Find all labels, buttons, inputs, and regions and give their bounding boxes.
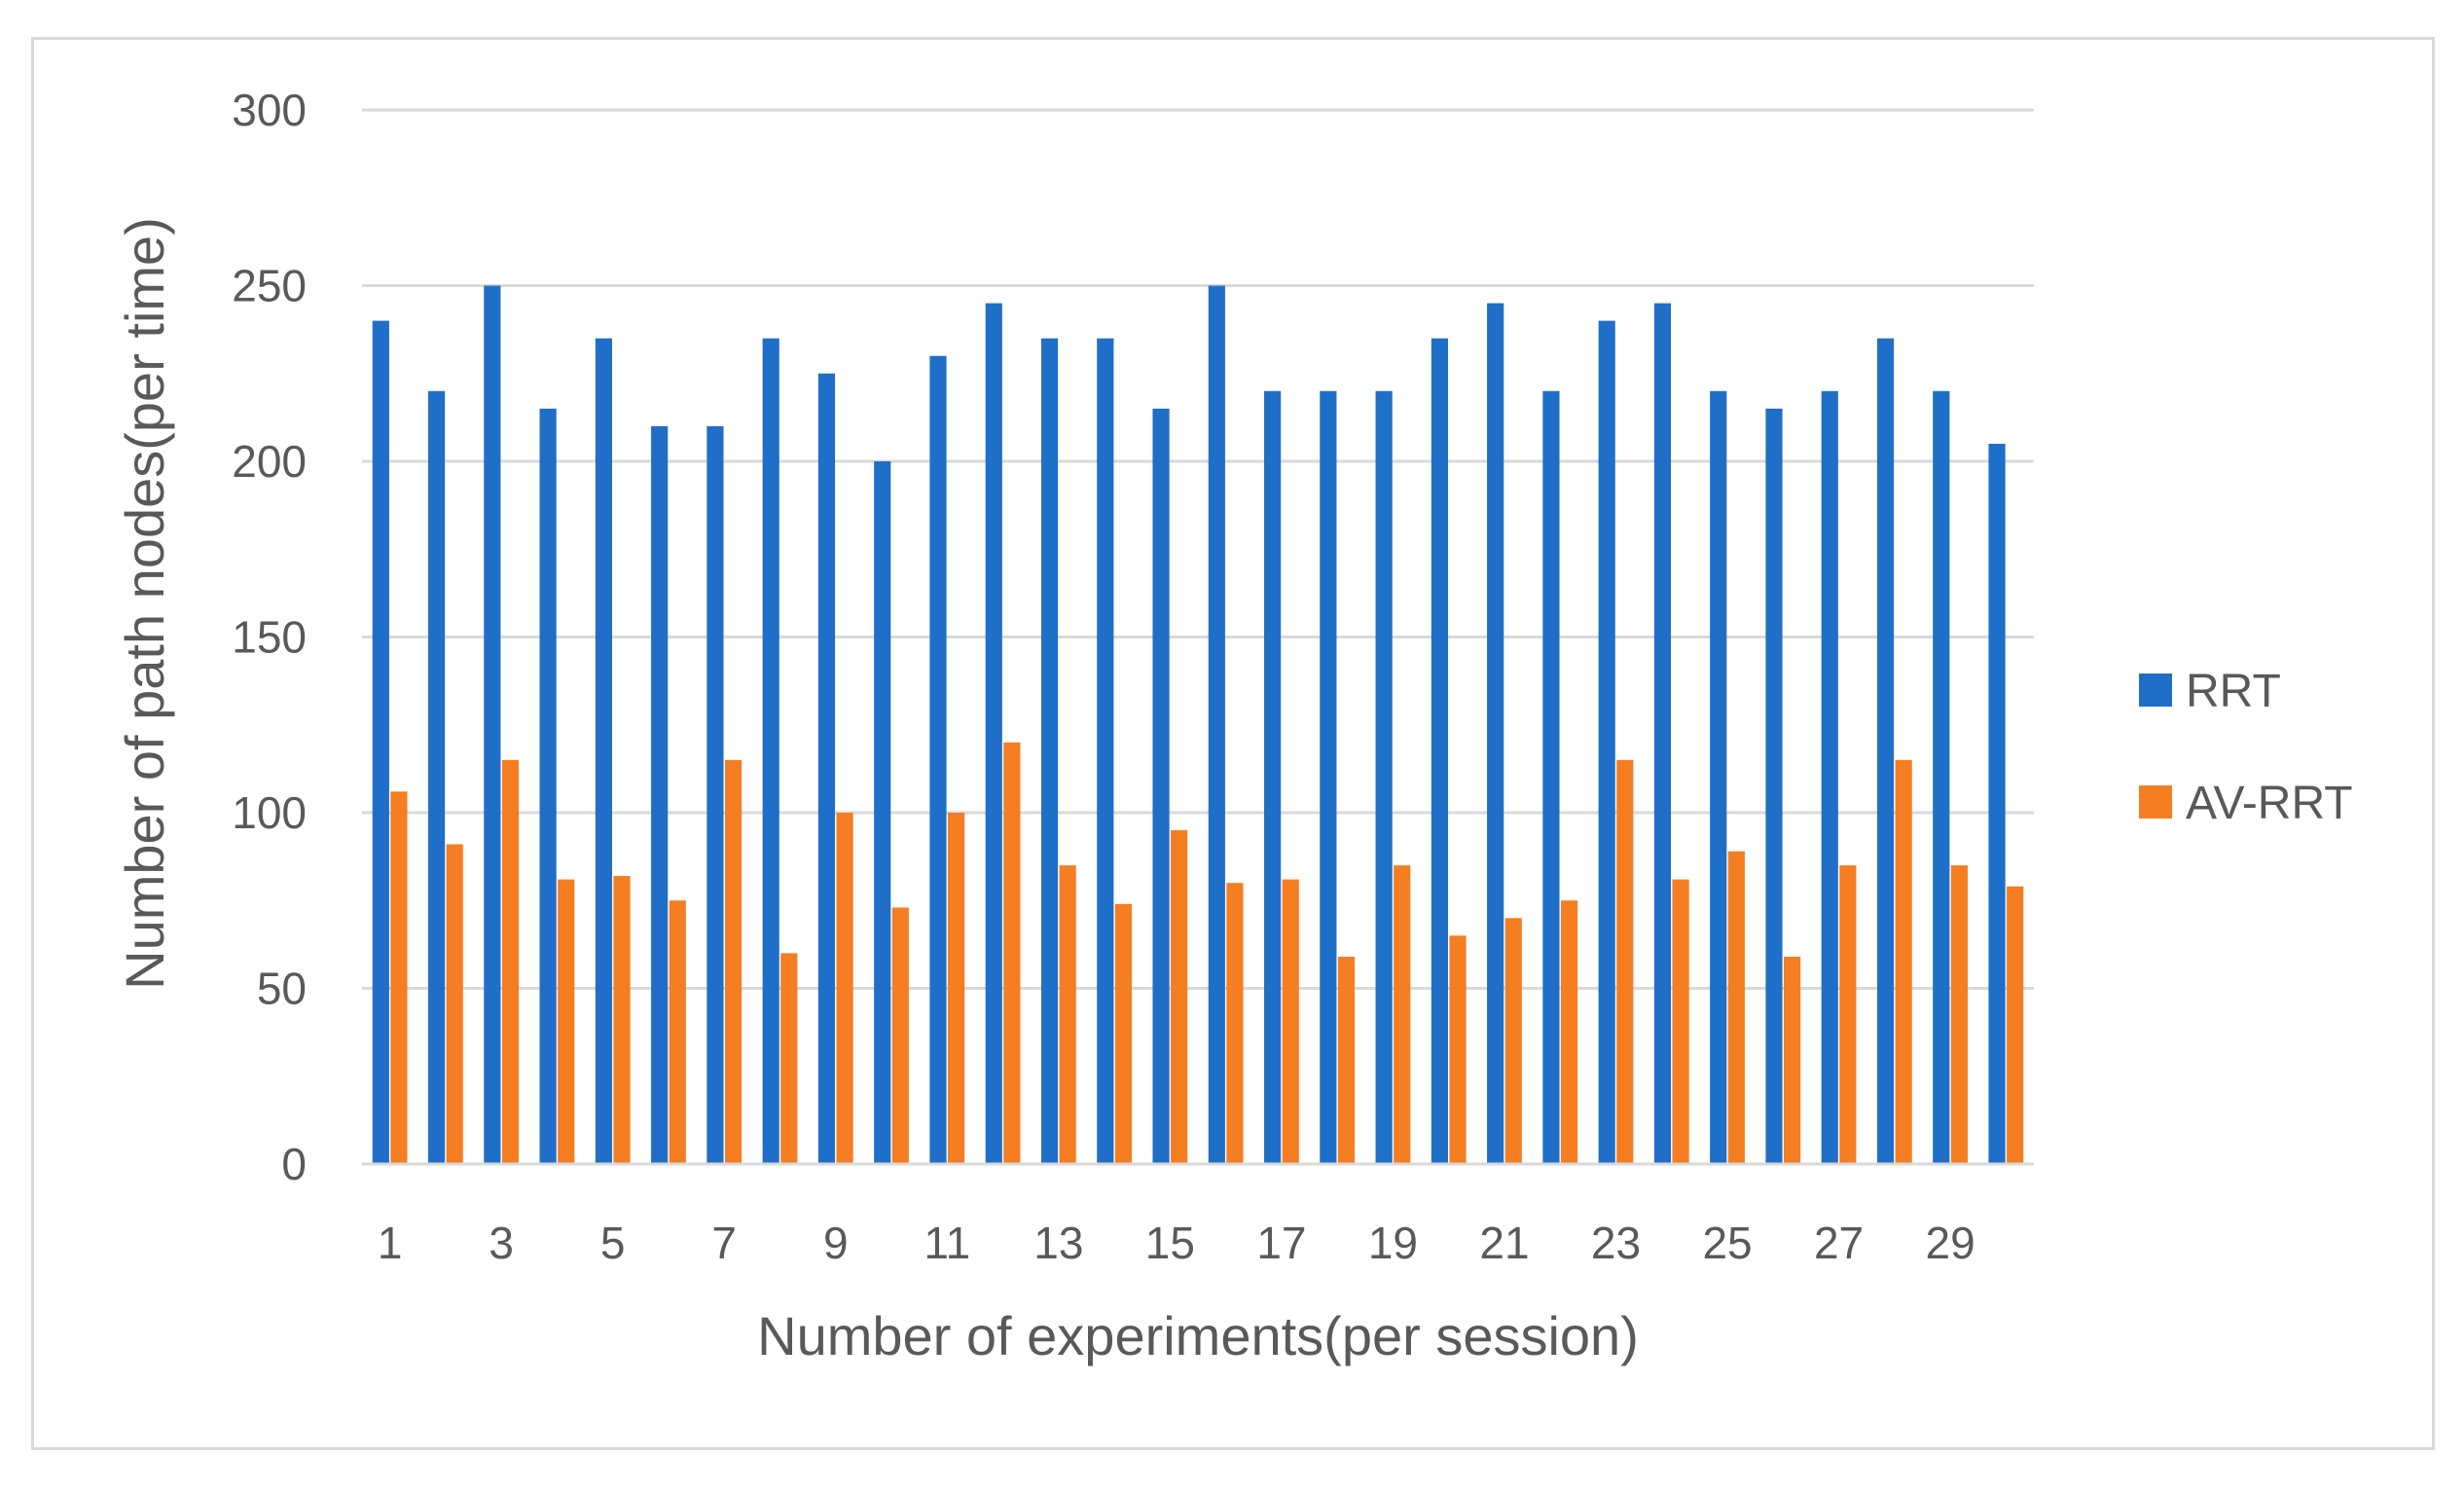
x-tick-label: 25 xyxy=(1702,1218,1752,1268)
y-tick-label: 300 xyxy=(232,85,307,135)
y-tick-label: 200 xyxy=(232,436,307,487)
y-axis-ticks: 0 50 100 150 200 250 300 xyxy=(232,85,307,1189)
y-axis-title: Number of path nodes(per time) xyxy=(114,217,175,990)
y-tick-label: 0 xyxy=(281,1139,307,1189)
bar-av-rrt-16 xyxy=(1226,883,1244,1164)
gridlines xyxy=(362,108,2034,990)
x-tick-label: 5 xyxy=(600,1218,626,1268)
bar-av-rrt-10 xyxy=(891,907,909,1164)
bar-rrt-7 xyxy=(707,425,724,1164)
y-tick-label: 150 xyxy=(232,612,307,663)
x-tick-label: 11 xyxy=(924,1218,970,1268)
x-tick-label: 3 xyxy=(489,1218,514,1268)
bar-rrt-30 xyxy=(1988,443,2006,1164)
bar-av-rrt-8 xyxy=(780,953,798,1164)
legend-label-rrt: RRT xyxy=(2186,666,2281,717)
bar-rrt-22 xyxy=(1542,390,1560,1164)
bar-av-rrt-9 xyxy=(836,813,853,1164)
bar-av-rrt-24 xyxy=(1672,879,1689,1164)
bar-av-rrt-20 xyxy=(1449,935,1467,1164)
x-tick-label: 27 xyxy=(1814,1218,1864,1268)
x-tick-label: 13 xyxy=(1033,1218,1083,1268)
bar-rrt-11 xyxy=(929,355,947,1164)
x-tick-label: 23 xyxy=(1591,1218,1641,1268)
bar-av-rrt-25 xyxy=(1727,851,1745,1164)
bar-rrt-6 xyxy=(651,425,669,1164)
bar-rrt-14 xyxy=(1097,338,1114,1164)
bar-rrt-15 xyxy=(1152,408,1170,1165)
x-tick-label: 7 xyxy=(711,1218,737,1268)
x-tick-label: 29 xyxy=(1926,1218,1975,1268)
bar-av-rrt-28 xyxy=(1895,759,1912,1164)
bar-rrt-28 xyxy=(1876,338,1895,1164)
bar-av-rrt-26 xyxy=(1784,957,1801,1164)
bar-av-rrt-6 xyxy=(669,900,686,1164)
bar-rrt-10 xyxy=(874,461,891,1164)
x-axis-ticks: 1 3 5 7 9 11 13 15 17 19 21 23 25 27 29 xyxy=(378,1218,1975,1268)
bar-av-rrt-19 xyxy=(1394,865,1411,1164)
bar-rrt-9 xyxy=(817,373,836,1164)
bar-av-rrt-22 xyxy=(1560,900,1578,1164)
bar-av-rrt-29 xyxy=(1950,865,1968,1164)
y-tick-label: 50 xyxy=(257,964,307,1014)
x-tick-label: 15 xyxy=(1145,1218,1195,1268)
bar-av-rrt-12 xyxy=(1003,742,1021,1164)
x-tick-label: 19 xyxy=(1368,1218,1418,1268)
bar-rrt-1 xyxy=(372,320,389,1165)
bar-av-rrt-30 xyxy=(2007,886,2024,1164)
x-tick-label: 9 xyxy=(823,1218,849,1268)
legend: RRT AV-RRT xyxy=(2139,666,2353,829)
bar-av-rrt-27 xyxy=(1839,865,1857,1164)
bar-rrt-20 xyxy=(1431,338,1448,1164)
bar-rrt-24 xyxy=(1653,303,1672,1164)
bar-rrt-18 xyxy=(1320,390,1337,1164)
bar-rrt-13 xyxy=(1040,338,1059,1164)
legend-label-av-rrt: AV-RRT xyxy=(2186,778,2353,829)
bar-rrt-27 xyxy=(1821,390,1838,1164)
bar-rrt-29 xyxy=(1933,390,1950,1164)
bar-av-rrt-4 xyxy=(558,879,575,1164)
legend-swatch-av-rrt xyxy=(2139,785,2172,819)
bar-rrt-21 xyxy=(1487,303,1504,1164)
bar-rrt-19 xyxy=(1375,390,1393,1164)
bar-av-rrt-3 xyxy=(501,759,520,1164)
bar-av-rrt-2 xyxy=(446,844,463,1164)
bar-av-rrt-11 xyxy=(948,813,965,1164)
bar-av-rrt-17 xyxy=(1282,879,1299,1164)
bar-rrt-12 xyxy=(985,303,1002,1164)
bar-rrt-8 xyxy=(762,338,779,1164)
bar-rrt-3 xyxy=(484,285,501,1164)
bar-av-rrt-13 xyxy=(1059,865,1076,1164)
bar-av-rrt-23 xyxy=(1616,759,1634,1164)
bar-av-rrt-18 xyxy=(1337,957,1356,1164)
bar-av-rrt-1 xyxy=(390,791,408,1164)
bar-av-rrt-7 xyxy=(724,759,743,1164)
y-tick-label: 250 xyxy=(232,261,307,311)
x-tick-label: 21 xyxy=(1479,1218,1529,1268)
legend-swatch-rrt xyxy=(2139,673,2172,707)
bar-rrt-25 xyxy=(1710,390,1727,1164)
x-tick-label: 1 xyxy=(378,1218,403,1268)
bar-rrt-26 xyxy=(1765,408,1783,1165)
bar-rrt-23 xyxy=(1598,320,1615,1165)
bar-av-rrt-15 xyxy=(1171,830,1188,1164)
x-tick-label: 17 xyxy=(1256,1218,1306,1268)
bar-rrt-2 xyxy=(428,390,446,1164)
bar-av-rrt-14 xyxy=(1114,903,1132,1164)
bar-av-rrt-21 xyxy=(1504,918,1522,1164)
bar-rrt-17 xyxy=(1264,390,1282,1164)
bar-av-rrt-5 xyxy=(613,875,631,1164)
bar-rrt-16 xyxy=(1208,285,1225,1164)
bar-rrt-4 xyxy=(539,408,557,1165)
bars xyxy=(372,285,2024,1165)
y-tick-label: 100 xyxy=(232,787,307,838)
x-axis-title: Number of experiments(per session) xyxy=(757,1305,1639,1366)
bar-rrt-5 xyxy=(595,338,612,1164)
